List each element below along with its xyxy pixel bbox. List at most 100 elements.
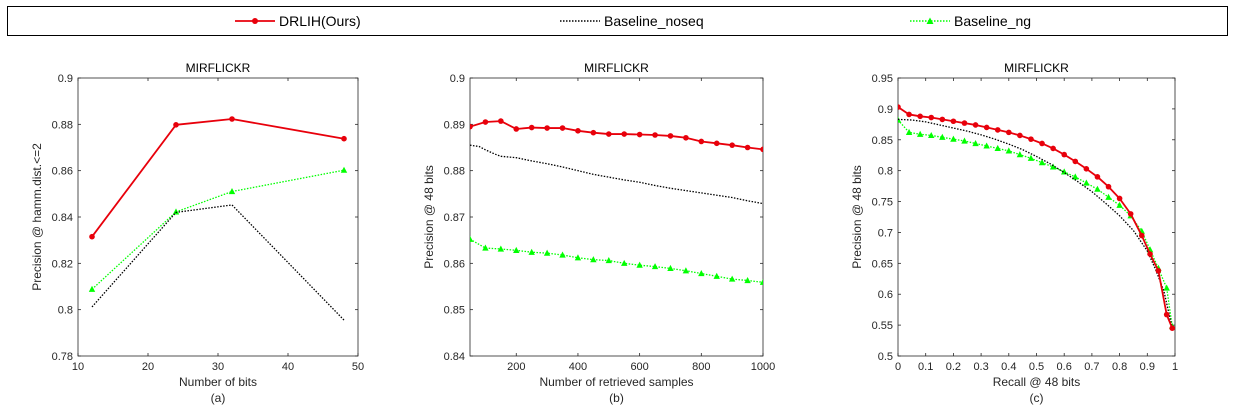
plot-area xyxy=(469,77,764,357)
legend-label: DRLIH(Ours) xyxy=(279,13,361,29)
y-tick-label: 0.84 xyxy=(444,351,465,363)
legend-label: Baseline_ng xyxy=(954,13,1032,29)
x-tick-label: 0 xyxy=(895,361,901,373)
data-point xyxy=(1155,267,1162,274)
data-point xyxy=(939,133,946,140)
y-tick-label: 0.65 xyxy=(872,258,893,270)
data-point xyxy=(528,248,535,255)
data-point xyxy=(1116,195,1123,202)
y-tick-label: 0.86 xyxy=(52,166,73,178)
data-point xyxy=(1072,158,1079,165)
data-point xyxy=(698,270,705,277)
legend-line-swatch xyxy=(560,20,600,22)
data-point xyxy=(621,131,628,137)
series-baseline-noseq xyxy=(91,204,345,321)
data-point xyxy=(1094,174,1101,180)
x-tick-label: 20 xyxy=(142,361,154,373)
data-point xyxy=(89,233,95,240)
data-point xyxy=(1083,179,1090,186)
data-point xyxy=(898,104,901,110)
data-point xyxy=(341,135,347,142)
series-baseline-ng xyxy=(470,235,763,285)
x-tick-label: 0.8 xyxy=(1112,361,1127,373)
data-point xyxy=(88,285,96,292)
y-tick-label: 0.78 xyxy=(52,351,73,363)
data-point xyxy=(1072,173,1079,180)
data-point xyxy=(682,267,690,274)
data-point xyxy=(917,113,923,120)
data-point xyxy=(1005,147,1012,154)
data-point xyxy=(574,254,582,261)
y-tick-label: 0.87 xyxy=(444,212,465,224)
y-tick-label: 0.85 xyxy=(872,135,893,147)
data-point xyxy=(590,129,597,136)
data-point xyxy=(229,116,235,122)
y-axis-label: Precision @ 48 bits xyxy=(422,165,436,269)
x-tick-label: 800 xyxy=(692,361,710,373)
y-axis-label: Precision @ 48 bits xyxy=(850,165,864,269)
data-point xyxy=(713,272,720,279)
series-baseline-noseq xyxy=(898,118,1173,329)
x-tick-label: 600 xyxy=(630,361,648,373)
x-tick-label: 10 xyxy=(72,361,84,373)
y-tick-label: 0.85 xyxy=(444,305,465,317)
data-point xyxy=(961,120,968,126)
chart-title: MIRFLICKR xyxy=(584,61,649,75)
data-point xyxy=(482,119,489,125)
y-tick-label: 0.88 xyxy=(444,166,465,178)
data-point xyxy=(667,133,674,139)
x-axis-label: Number of retrieved samples xyxy=(539,375,693,389)
y-tick-label: 0.9 xyxy=(58,73,73,85)
chart-0: 10 20 30 40 50 0.78 0.8 0.82 0.84 0.86 0.88 0.9 MIRF… xyxy=(30,61,364,405)
data-point xyxy=(729,142,735,148)
series-baseline-ng xyxy=(88,166,348,292)
legend-line-swatch xyxy=(910,17,950,24)
data-point xyxy=(544,125,550,131)
data-point xyxy=(906,111,912,118)
data-point xyxy=(928,131,935,139)
data-point xyxy=(994,144,1001,152)
y-tick-label: 0.84 xyxy=(52,212,73,224)
data-point xyxy=(513,246,520,253)
data-point xyxy=(340,166,348,173)
data-point xyxy=(1006,129,1012,136)
data-point xyxy=(621,259,628,266)
data-point xyxy=(1163,311,1170,318)
data-point xyxy=(961,137,968,144)
x-tick-label: 30 xyxy=(212,361,224,373)
chart-1: 200 400 600 800 1000 0.84 0.85 0.86 0.87 0.88 0.89… xyxy=(422,61,775,405)
x-tick-label: 50 xyxy=(352,361,364,373)
x-tick-label: 200 xyxy=(507,361,525,373)
y-tick-label: 0.88 xyxy=(52,119,73,131)
x-tick-label: 0.7 xyxy=(1084,361,1099,373)
data-point xyxy=(1163,284,1170,291)
x-tick-label: 1 xyxy=(1172,361,1178,373)
legend-entry-drlih: DRLIH(Ours) xyxy=(233,7,361,35)
data-point xyxy=(470,123,473,130)
x-axis-label: Number of bits xyxy=(179,375,257,389)
subfigure-label: (a) xyxy=(211,391,226,405)
data-point xyxy=(575,128,581,134)
data-point xyxy=(1028,136,1034,142)
y-tick-label: 0.95 xyxy=(872,73,893,85)
data-point xyxy=(994,127,1001,133)
data-point xyxy=(1105,183,1112,190)
y-tick-label: 0.9 xyxy=(878,104,893,116)
data-point xyxy=(1169,325,1175,331)
y-tick-label: 0.9 xyxy=(450,73,465,85)
data-point xyxy=(1017,132,1023,139)
data-point xyxy=(683,134,689,141)
data-point xyxy=(1138,232,1145,239)
data-point xyxy=(559,251,566,258)
x-tick-label: 0.5 xyxy=(1029,361,1044,373)
series-line xyxy=(91,118,345,238)
data-point xyxy=(652,132,658,138)
data-point xyxy=(605,257,612,264)
data-point xyxy=(513,126,520,132)
y-tick-label: 0.86 xyxy=(444,258,465,270)
y-tick-label: 0.82 xyxy=(52,258,73,270)
y-axis-label: Precision @ hamm.dist.<=2 xyxy=(30,143,44,291)
x-axis-label: Recall @ 48 bits xyxy=(993,375,1081,389)
data-point xyxy=(983,124,990,131)
chart-legend: DRLIH(Ours) Baseline_noseq Baseline_ng xyxy=(7,6,1228,36)
